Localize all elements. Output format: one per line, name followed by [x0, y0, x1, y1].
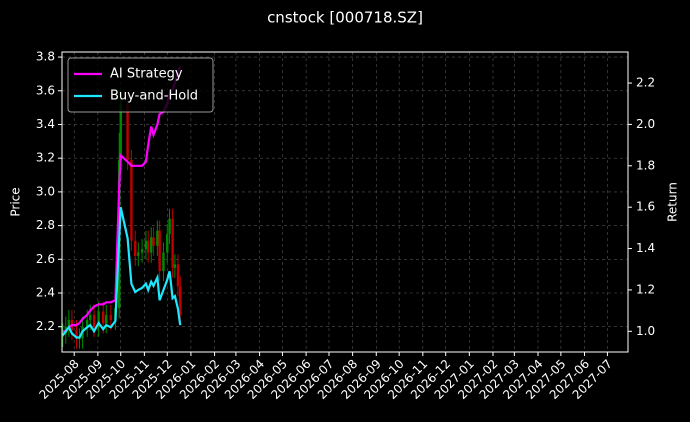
candle-body [75, 330, 78, 339]
candle-body [101, 311, 105, 324]
candle-body [137, 252, 140, 256]
candle-body [126, 104, 129, 160]
candle-body [168, 218, 171, 235]
y-tick-label: 3.8 [36, 50, 55, 64]
candle-body [176, 264, 180, 287]
candle-body [144, 240, 148, 250]
y-tick-label: 2.6 [36, 252, 55, 266]
candle-body [152, 237, 155, 246]
y2-tick-label: 1.8 [636, 158, 655, 172]
candle-body [150, 237, 153, 253]
y-tick-label: 3.4 [36, 117, 55, 131]
candle-body [67, 319, 71, 327]
y-axis-label: Price [9, 187, 23, 216]
chart-title: cnstock [000718.SZ] [267, 9, 423, 27]
y2-tick-label: 2.2 [636, 76, 655, 90]
y-tick-label: 2.2 [36, 319, 55, 333]
y2-tick-label: 1.0 [636, 324, 655, 338]
legend-label: AI Strategy [110, 67, 183, 82]
candle-body [92, 314, 96, 327]
y2-tick-label: 1.6 [636, 200, 655, 214]
candle-body [158, 230, 161, 272]
candle-body [134, 240, 137, 256]
candle-body [173, 264, 177, 268]
y-tick-label: 2.8 [36, 218, 55, 232]
y-tick-label: 3.6 [36, 83, 55, 97]
legend-label: Buy-and-Hold [110, 89, 198, 104]
candle-body [146, 240, 150, 253]
candle-body [166, 234, 169, 253]
y-tick-label: 3.0 [36, 184, 55, 198]
candle-body [140, 249, 144, 253]
candle-body [89, 314, 92, 320]
candle-body [109, 314, 113, 320]
candle-body [162, 252, 165, 272]
legend-box [67, 57, 214, 113]
y2-tick-label: 2.0 [636, 117, 655, 131]
candle-body [130, 159, 133, 241]
candle-body [105, 314, 108, 324]
y2-tick-label: 1.2 [636, 282, 655, 296]
y-tick-label: 3.2 [36, 151, 55, 165]
plot-frame [61, 51, 629, 353]
candle-body [78, 338, 81, 340]
candle-body [156, 230, 159, 246]
candle-body [171, 218, 174, 268]
candle-body [85, 319, 89, 327]
y2-tick-label: 1.4 [636, 241, 655, 255]
candle-body [119, 104, 122, 160]
y2-axis-label: Return [666, 182, 680, 222]
candle-body [179, 286, 182, 315]
candle-body [97, 311, 100, 327]
line-series [61, 206, 182, 339]
y-tick-label: 2.4 [36, 286, 55, 300]
